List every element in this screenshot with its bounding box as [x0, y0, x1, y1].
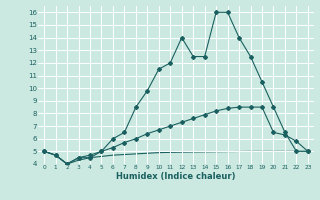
X-axis label: Humidex (Indice chaleur): Humidex (Indice chaleur): [116, 172, 236, 181]
